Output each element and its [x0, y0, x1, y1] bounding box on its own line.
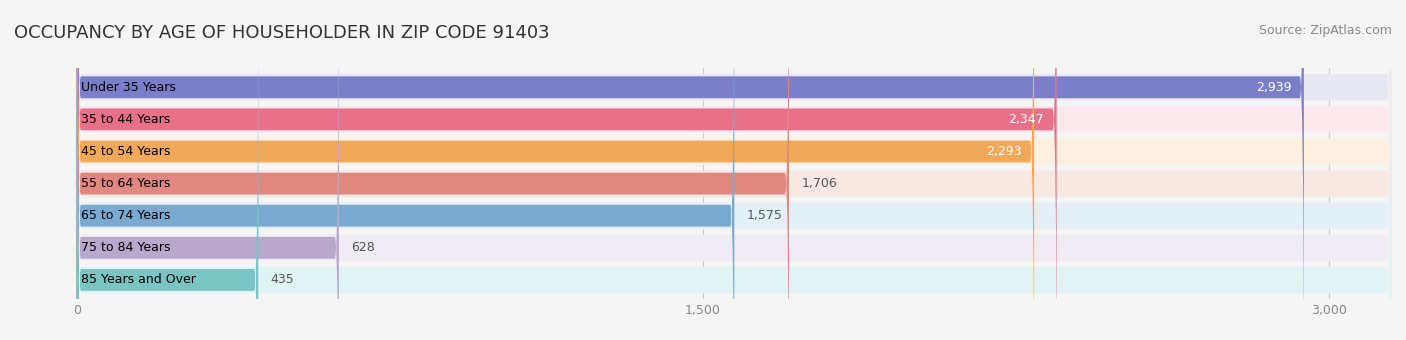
Text: 65 to 74 Years: 65 to 74 Years: [82, 209, 170, 222]
FancyBboxPatch shape: [77, 0, 1392, 340]
Text: 1,706: 1,706: [801, 177, 838, 190]
FancyBboxPatch shape: [77, 0, 1033, 340]
Text: 435: 435: [271, 273, 295, 286]
FancyBboxPatch shape: [77, 0, 1392, 340]
FancyBboxPatch shape: [77, 0, 1392, 340]
Text: 75 to 84 Years: 75 to 84 Years: [82, 241, 170, 254]
Text: 45 to 54 Years: 45 to 54 Years: [82, 145, 170, 158]
Text: 2,293: 2,293: [986, 145, 1022, 158]
Text: 2,939: 2,939: [1256, 81, 1291, 94]
FancyBboxPatch shape: [77, 0, 1392, 340]
FancyBboxPatch shape: [77, 0, 1303, 340]
FancyBboxPatch shape: [77, 0, 1392, 340]
Text: 85 Years and Over: 85 Years and Over: [82, 273, 195, 286]
Text: 35 to 44 Years: 35 to 44 Years: [82, 113, 170, 126]
FancyBboxPatch shape: [77, 0, 259, 340]
FancyBboxPatch shape: [77, 0, 1392, 340]
Text: 1,575: 1,575: [747, 209, 783, 222]
Text: 628: 628: [352, 241, 375, 254]
Text: OCCUPANCY BY AGE OF HOUSEHOLDER IN ZIP CODE 91403: OCCUPANCY BY AGE OF HOUSEHOLDER IN ZIP C…: [14, 24, 550, 42]
Text: Source: ZipAtlas.com: Source: ZipAtlas.com: [1258, 24, 1392, 37]
FancyBboxPatch shape: [77, 0, 789, 340]
FancyBboxPatch shape: [77, 0, 1392, 340]
Text: Under 35 Years: Under 35 Years: [82, 81, 176, 94]
FancyBboxPatch shape: [77, 0, 339, 340]
FancyBboxPatch shape: [77, 0, 734, 340]
Text: 2,347: 2,347: [1008, 113, 1045, 126]
Text: 55 to 64 Years: 55 to 64 Years: [82, 177, 170, 190]
FancyBboxPatch shape: [77, 0, 1057, 340]
